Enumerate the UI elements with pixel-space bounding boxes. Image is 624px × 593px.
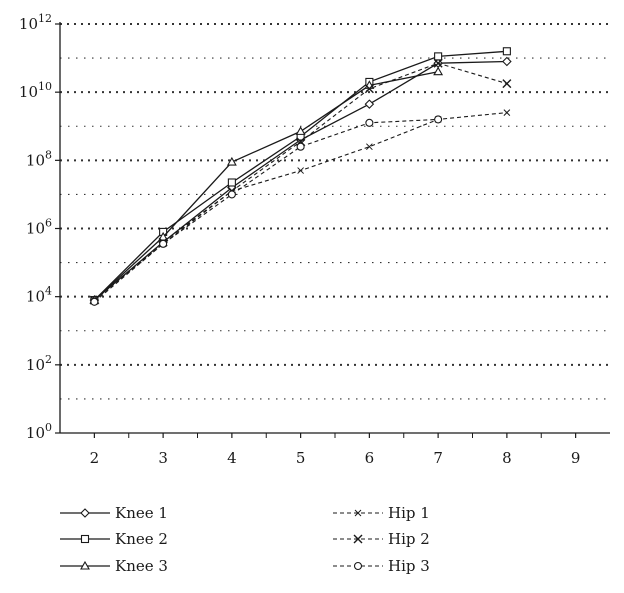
marker-circle [227,190,236,199]
x-tick-label: 7 [433,449,443,467]
legend-item-knee-1: Knee 1 [60,504,168,522]
x-tick-label: 9 [571,449,581,467]
data-point-hip-3 [434,115,443,124]
legend: Knee 1 Knee 2 Knee 3 Hip 1 Hip 2 Hip 3 [60,504,430,575]
data-point-hip-3 [90,297,99,306]
marker-circle [365,118,374,127]
x-tick-label: 4 [227,449,237,467]
x-tick-label: 5 [296,449,306,467]
gridlines [60,23,610,400]
legend-item-hip-1: Hip 1 [333,504,430,522]
series-line-knee-3 [93,71,439,301]
marker-x-stroke [353,534,363,544]
marker-x-stroke [433,58,443,68]
data-point-hip-3 [296,142,305,151]
data-point-hip-1 [297,167,304,174]
x-tick-label: 3 [158,449,168,467]
data-point-knee-3 [226,156,237,166]
data-point-knee-3 [295,126,306,135]
x-tick-label: 6 [365,449,375,467]
data-point-hip-1 [366,143,373,151]
legend-label: Hip 1 [388,504,430,522]
data-point-hip-3 [227,190,236,199]
legend-marker [353,534,363,544]
marker-square [434,52,443,61]
marker-circle [159,239,168,248]
marker-diamond [364,99,375,109]
data-point-hip-2 [502,79,512,89]
legend-label: Hip 3 [388,557,430,575]
legend-label: Hip 2 [388,530,430,548]
marker-plus-stroke [366,143,373,151]
y-tick-label: 108 [26,148,52,169]
marker-circle [90,297,99,306]
legend-marker [80,534,90,544]
legend-marker [80,508,90,518]
data-point-knee-1 [502,56,512,67]
legend-item-hip-2: Hip 2 [333,530,430,548]
data-point-knee-2 [434,52,443,61]
marker-triangle [433,66,444,76]
marker-circle [353,561,363,571]
marker-circle [434,115,443,124]
marker-square [227,178,236,187]
data-point-knee-3 [433,66,444,76]
series-line-knee-1 [93,60,507,301]
x-tick-label: 8 [502,449,512,467]
y-tick-label: 104 [26,285,52,306]
y-tick-label: 100 [26,421,52,442]
data-point-hip-3 [365,118,374,127]
marker-square [80,534,90,544]
series-line-hip-2 [94,62,508,301]
legend-item-knee-2: Knee 2 [60,530,168,548]
x-tick-label: 2 [90,449,100,467]
data-point-hip-1 [503,109,511,116]
marker-triangle [295,126,306,135]
legend-label: Knee 3 [115,557,168,575]
series-lines [89,47,512,306]
legend-marker [353,561,363,571]
y-tick-labels: 100 102 104 106 108 1010 1012 [19,12,52,442]
legend-label: Knee 2 [115,530,168,548]
marker-plus-stroke [354,509,362,517]
marker-plus-stroke [503,109,511,116]
data-point-knee-2 [227,178,236,187]
y-tick-label: 1010 [19,80,52,101]
legend-marker [80,560,90,570]
legend-item-hip-3: Hip 3 [333,557,430,575]
marker-circle [296,142,305,151]
axes [55,22,610,438]
y-tick-label: 102 [26,353,52,374]
data-point-knee-1 [364,99,375,109]
data-point-hip-2 [433,58,443,68]
data-point-knee-2 [502,47,511,56]
marker-x-stroke [364,84,374,94]
x-tick-labels: 2 3 4 5 6 7 8 9 [90,449,581,467]
marker-diamond [80,508,90,518]
marker-triangle [80,560,90,570]
data-point-hip-3 [159,239,168,248]
marker-x-stroke [502,79,512,89]
marker-diamond [502,56,512,67]
marker-square [502,47,511,56]
marker-triangle [226,156,237,166]
y-tick-label: 1012 [19,12,52,33]
marker-plus-stroke [297,167,304,174]
y-tick-label: 106 [26,217,52,238]
data-point-hip-2 [364,84,374,94]
legend-item-knee-3: Knee 3 [60,557,168,575]
legend-label: Knee 1 [115,504,168,522]
legend-marker [354,509,362,517]
